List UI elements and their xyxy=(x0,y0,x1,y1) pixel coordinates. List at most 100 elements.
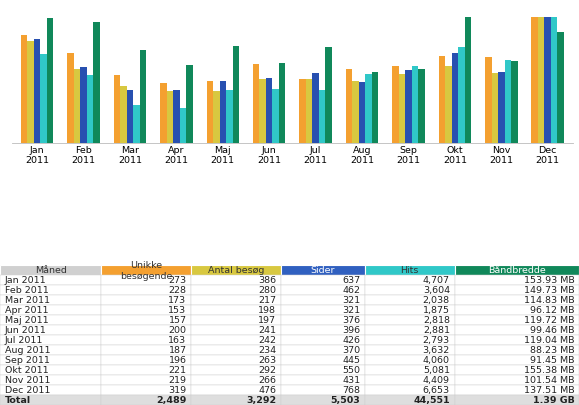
Text: 153: 153 xyxy=(168,306,186,315)
Bar xyxy=(279,63,285,144)
Bar xyxy=(455,295,579,305)
Text: 241: 241 xyxy=(258,326,276,335)
Text: Båndbredde: Båndbredde xyxy=(488,266,545,275)
Text: 6,653: 6,653 xyxy=(423,386,450,394)
Text: 4,707: 4,707 xyxy=(423,276,450,285)
Bar xyxy=(226,91,233,144)
Bar xyxy=(191,295,281,305)
Bar xyxy=(352,82,359,144)
Text: 3,604: 3,604 xyxy=(423,286,450,295)
Bar xyxy=(412,67,418,144)
Bar xyxy=(0,355,101,365)
Bar xyxy=(511,62,518,144)
Bar xyxy=(253,65,259,144)
Bar xyxy=(101,345,191,355)
Bar xyxy=(455,275,579,285)
Bar xyxy=(0,395,101,405)
Text: 376: 376 xyxy=(342,315,360,325)
Bar xyxy=(281,305,365,315)
Text: 217: 217 xyxy=(258,296,276,305)
Bar xyxy=(266,79,273,144)
Bar xyxy=(191,345,281,355)
Bar xyxy=(0,345,101,355)
Text: 91.45 MB: 91.45 MB xyxy=(530,356,574,364)
Bar xyxy=(101,305,191,315)
Bar xyxy=(281,365,365,375)
Bar xyxy=(399,75,405,144)
Bar xyxy=(0,275,101,285)
Bar xyxy=(21,36,27,144)
Bar xyxy=(281,295,365,305)
Bar xyxy=(0,265,101,275)
Bar xyxy=(365,365,455,375)
Text: 431: 431 xyxy=(342,375,360,384)
Bar xyxy=(233,47,239,144)
Bar xyxy=(532,18,538,144)
Bar xyxy=(0,385,101,395)
Bar xyxy=(101,375,191,385)
Bar xyxy=(464,18,471,144)
Bar xyxy=(281,395,365,405)
Bar xyxy=(325,47,332,144)
Bar xyxy=(455,385,579,395)
Text: 462: 462 xyxy=(342,286,360,295)
Bar xyxy=(365,315,455,325)
Bar xyxy=(372,72,378,144)
Bar xyxy=(455,315,579,325)
Bar xyxy=(455,355,579,365)
Bar xyxy=(365,305,455,315)
Text: 153.93 MB: 153.93 MB xyxy=(523,276,574,285)
Bar xyxy=(0,325,101,335)
Bar xyxy=(191,365,281,375)
Text: 157: 157 xyxy=(168,315,186,325)
Bar xyxy=(160,83,167,144)
Bar xyxy=(319,91,325,144)
Bar xyxy=(213,92,219,144)
Text: 149.73 MB: 149.73 MB xyxy=(524,286,574,295)
Bar xyxy=(47,19,53,144)
Bar xyxy=(191,375,281,385)
Bar xyxy=(538,18,544,144)
Text: 187: 187 xyxy=(168,345,186,355)
Text: Mar 2011: Mar 2011 xyxy=(5,296,50,305)
Text: 228: 228 xyxy=(168,286,186,295)
Bar xyxy=(0,285,101,295)
Text: Apr 2011: Apr 2011 xyxy=(5,306,48,315)
Bar xyxy=(101,265,191,275)
Text: 426: 426 xyxy=(342,336,360,345)
Text: 163: 163 xyxy=(168,336,186,345)
Bar xyxy=(281,315,365,325)
Text: 5,081: 5,081 xyxy=(423,366,450,375)
Text: 242: 242 xyxy=(258,336,276,345)
Text: 550: 550 xyxy=(342,366,360,375)
Bar xyxy=(0,365,101,375)
Bar xyxy=(558,32,564,144)
Text: 637: 637 xyxy=(342,276,360,285)
Bar xyxy=(455,345,579,355)
Text: Maj 2011: Maj 2011 xyxy=(5,315,48,325)
Bar xyxy=(281,325,365,335)
Bar xyxy=(0,335,101,345)
Bar xyxy=(186,66,193,144)
Text: 234: 234 xyxy=(258,345,276,355)
Text: 445: 445 xyxy=(342,356,360,364)
Text: Unikke
besøgende: Unikke besøgende xyxy=(120,260,173,280)
Bar xyxy=(101,295,191,305)
Text: Total: Total xyxy=(5,396,31,405)
Text: 768: 768 xyxy=(342,386,360,394)
Text: Aug 2011: Aug 2011 xyxy=(5,345,50,355)
Text: 88.23 MB: 88.23 MB xyxy=(530,345,574,355)
Bar xyxy=(167,92,173,144)
Bar xyxy=(0,295,101,305)
Text: 292: 292 xyxy=(258,366,276,375)
Bar xyxy=(455,285,579,295)
Bar xyxy=(365,355,455,365)
Bar xyxy=(191,325,281,335)
Text: Antal besøg: Antal besøg xyxy=(208,266,264,275)
Text: 386: 386 xyxy=(258,276,276,285)
Bar xyxy=(312,74,319,144)
Text: 101.54 MB: 101.54 MB xyxy=(524,375,574,384)
Bar xyxy=(365,285,455,295)
Bar xyxy=(281,285,365,295)
Bar xyxy=(191,335,281,345)
